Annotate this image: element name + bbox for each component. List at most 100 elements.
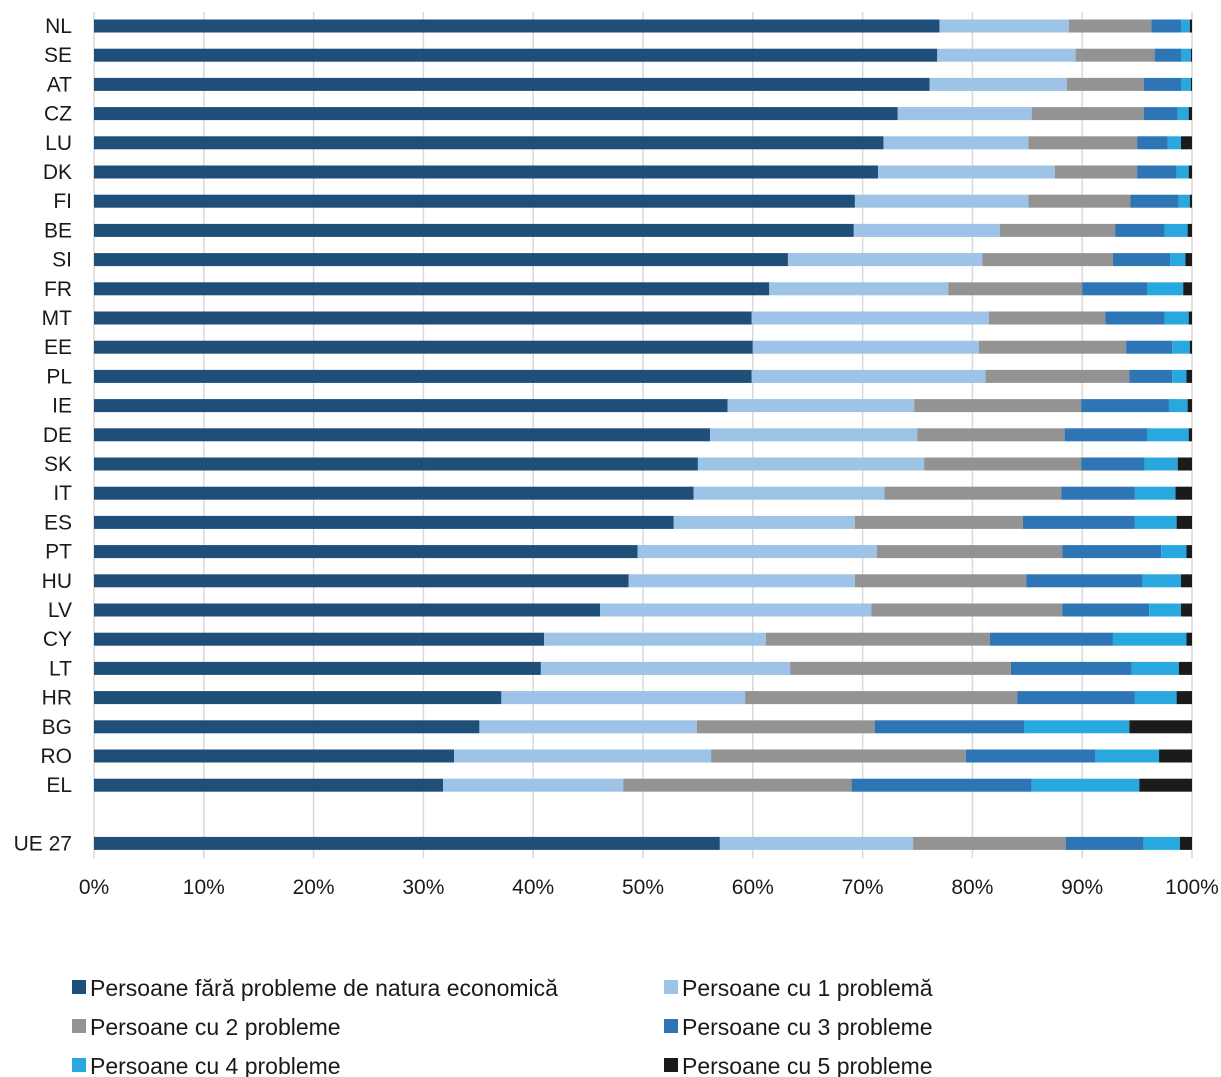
bar-segment <box>94 836 720 850</box>
bar-segment <box>94 749 455 763</box>
bar-segment <box>876 545 1063 559</box>
bar-segment <box>1167 136 1182 150</box>
bar-segment <box>924 457 1082 471</box>
bar-segment <box>1178 194 1190 208</box>
bar-segment <box>1126 340 1173 354</box>
bar-segment <box>94 428 710 442</box>
bar-segment <box>600 603 872 617</box>
bar-segment <box>94 282 770 296</box>
legend-label: Persoane cu 5 probleme <box>682 1053 933 1077</box>
legend-label: Persoane cu 4 probleme <box>90 1053 341 1077</box>
bar-segment <box>637 545 877 559</box>
legend-swatch <box>664 980 678 994</box>
x-tick-label: 70% <box>842 876 884 899</box>
bar-segment <box>94 486 694 500</box>
bar-segment <box>94 457 698 471</box>
bar-segment <box>1024 720 1130 734</box>
category-label: CY <box>43 628 72 651</box>
bar-segment <box>1054 165 1138 179</box>
bar-segment <box>948 282 1083 296</box>
bar-segment <box>1061 486 1135 500</box>
bar-segment <box>1181 77 1191 91</box>
legend-label: Persoane cu 3 probleme <box>682 1014 933 1040</box>
category-label: NL <box>45 15 72 38</box>
legend-swatch <box>72 980 86 994</box>
x-tick-label: 30% <box>402 876 444 899</box>
bar-segment <box>1115 223 1165 237</box>
legend-swatch <box>72 1019 86 1033</box>
bar-segment <box>929 77 1067 91</box>
bar-segment <box>1131 661 1179 675</box>
category-label: IE <box>52 395 72 418</box>
category-label: SK <box>44 453 72 476</box>
bar-segment <box>94 340 753 354</box>
bar-segment <box>1075 48 1155 62</box>
bar-segment <box>1188 428 1192 442</box>
bar-segment <box>1095 749 1160 763</box>
bar-segment <box>1181 603 1192 617</box>
category-label: BE <box>44 219 72 242</box>
bar-segment <box>1186 369 1192 383</box>
bar-segment <box>1146 428 1189 442</box>
x-axis-ticks: 0% 10% 20% 30% 40% 50% 60% 70% 80% 90% 100% <box>79 876 1219 899</box>
bar-segment <box>883 136 1029 150</box>
bar-segment <box>1081 399 1169 413</box>
bar-segment <box>1112 632 1187 646</box>
bar-segment <box>1176 165 1189 179</box>
x-tick-label: 90% <box>1061 876 1103 899</box>
bar-segment <box>871 603 1063 617</box>
bar-segment <box>1187 399 1192 413</box>
bar-segment <box>1189 19 1192 33</box>
bar-segment <box>1183 282 1192 296</box>
x-tick-label: 40% <box>512 876 554 899</box>
legend-swatch <box>664 1019 678 1033</box>
bar-segment <box>94 223 854 237</box>
bar-segment <box>1189 194 1192 208</box>
legend-swatch <box>72 1058 86 1072</box>
category-label: HU <box>42 570 72 593</box>
bar-segment <box>1176 691 1192 705</box>
legend-swatch <box>664 1058 678 1072</box>
bar-segment <box>696 720 875 734</box>
bar-segment <box>790 661 1011 675</box>
bar-segment <box>1081 457 1145 471</box>
category-label: MT <box>42 307 72 330</box>
category-label: UE 27 <box>14 832 72 855</box>
category-label: LV <box>48 599 72 622</box>
bar-segment <box>1187 223 1192 237</box>
bar-segment <box>479 720 697 734</box>
category-label: HR <box>42 687 72 710</box>
x-tick-label: 80% <box>951 876 993 899</box>
category-label: PT <box>45 541 72 564</box>
bar-segment <box>94 720 480 734</box>
bar-segment <box>94 661 541 675</box>
bar-segment <box>853 223 1000 237</box>
category-label: EL <box>46 774 72 797</box>
bar-segment <box>1143 836 1180 850</box>
bar-segment <box>751 311 989 325</box>
category-label: AT <box>47 73 72 96</box>
bar-segment <box>94 515 674 529</box>
bar-segment <box>1137 165 1177 179</box>
bar-segment <box>1181 136 1192 150</box>
bar-segment <box>989 632 1113 646</box>
bar-segment <box>94 311 752 325</box>
bar-segment <box>1181 19 1190 33</box>
bar-segment <box>1143 77 1182 91</box>
bar-segment <box>94 77 930 91</box>
bar-segment <box>1139 778 1192 792</box>
bar-segment <box>1010 661 1132 675</box>
bar-segment <box>939 19 1070 33</box>
legend-label: Persoane fără probleme de natura economi… <box>90 975 558 1001</box>
bar-segment <box>1082 282 1147 296</box>
bar-segment <box>884 486 1062 500</box>
bar-segment <box>978 340 1127 354</box>
bar-segment <box>711 749 966 763</box>
bar-segment <box>1134 515 1177 529</box>
category-label: IT <box>53 482 72 505</box>
bar-segment <box>1190 77 1192 91</box>
x-tick-label: 100% <box>1165 876 1219 899</box>
bar-segment <box>965 749 1096 763</box>
bar-segment <box>94 253 788 267</box>
